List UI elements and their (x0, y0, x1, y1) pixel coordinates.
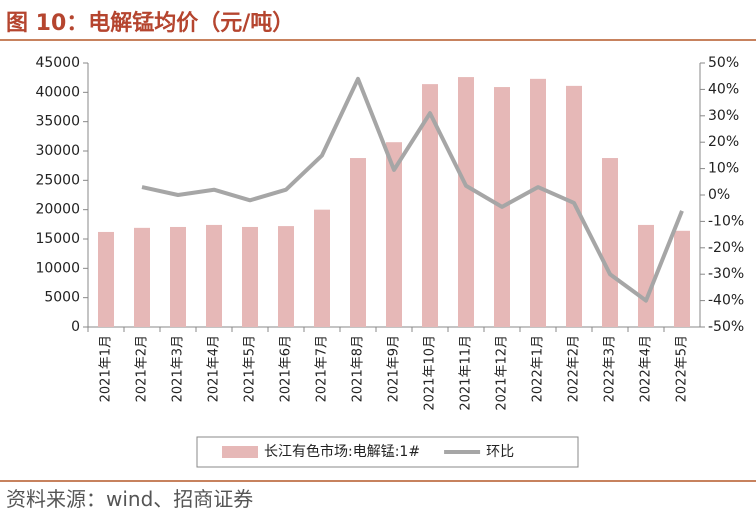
y-tick-label: 30000 (35, 143, 80, 159)
source: 资料来源：wind、招商证券 (6, 487, 253, 511)
y-tick-label: 40000 (35, 84, 80, 100)
x-tick-label: 2022年1月 (531, 335, 546, 402)
bar (170, 226, 186, 327)
bar (98, 231, 114, 327)
x-tick-label: 2022年3月 (603, 335, 618, 402)
x-tick-label: 2021年8月 (351, 335, 366, 402)
x-tick-label: 2021年4月 (207, 335, 222, 402)
x-tick-label: 2021年2月 (135, 335, 150, 402)
bar (314, 209, 330, 327)
x-tick-label: 2021年7月 (315, 335, 330, 402)
y2-tick-label: -30% (708, 266, 744, 282)
y2-tick-label: 10% (708, 161, 739, 177)
y-tick-label: 5000 (44, 290, 80, 306)
bar (242, 226, 258, 327)
y2-tick-label: -50% (708, 319, 744, 335)
chart-title: 图 10：电解锰均价（元/吨） (6, 10, 294, 36)
y-tick-label: 35000 (35, 114, 80, 130)
bar (458, 77, 474, 327)
bar (602, 158, 618, 327)
x-tick-label: 2021年12月 (495, 335, 510, 411)
y-tick-label: 0 (71, 319, 80, 335)
y2-tick-label: 40% (708, 81, 739, 97)
legend-label: 长江有色市场:电解锰:1# (264, 443, 420, 460)
legend (196, 436, 579, 468)
bar (134, 227, 150, 327)
y-tick-label: 10000 (35, 260, 80, 276)
bar (206, 224, 222, 327)
bar (674, 230, 690, 327)
legend-swatch (222, 446, 258, 458)
y2-tick-label: -40% (708, 293, 744, 309)
y2-tick-label: 50% (708, 55, 739, 71)
legend-label: 环比 (486, 444, 514, 460)
y2-tick-label: -20% (708, 240, 744, 256)
x-tick-label: 2021年3月 (171, 335, 186, 402)
bar (422, 84, 438, 328)
x-tick-label: 2021年10月 (423, 335, 438, 411)
x-tick-label: 2022年5月 (675, 335, 690, 402)
bar (350, 158, 366, 327)
x-tick-label: 2021年9月 (387, 335, 402, 402)
y2-tick-label: 0% (708, 187, 730, 203)
x-tick-label: 2022年4月 (639, 335, 654, 402)
x-tick-label: 2021年1月 (99, 335, 114, 402)
x-tick-label: 2022年2月 (567, 335, 582, 402)
y-tick-label: 15000 (35, 231, 80, 247)
y2-tick-label: 20% (708, 134, 739, 150)
x-tick-label: 2021年6月 (279, 335, 294, 402)
x-tick-label: 2021年5月 (243, 335, 258, 402)
bar (278, 226, 294, 327)
y-tick-label: 20000 (35, 202, 80, 218)
y2-tick-label: 30% (708, 108, 739, 124)
y-tick-label: 25000 (35, 172, 80, 188)
bar (386, 142, 402, 327)
bar (530, 78, 546, 327)
x-tick-label: 2021年11月 (459, 335, 474, 411)
line (141, 76, 684, 303)
y-tick-label: 45000 (35, 55, 80, 71)
y2-tick-label: -10% (708, 213, 744, 229)
bar (638, 224, 654, 327)
